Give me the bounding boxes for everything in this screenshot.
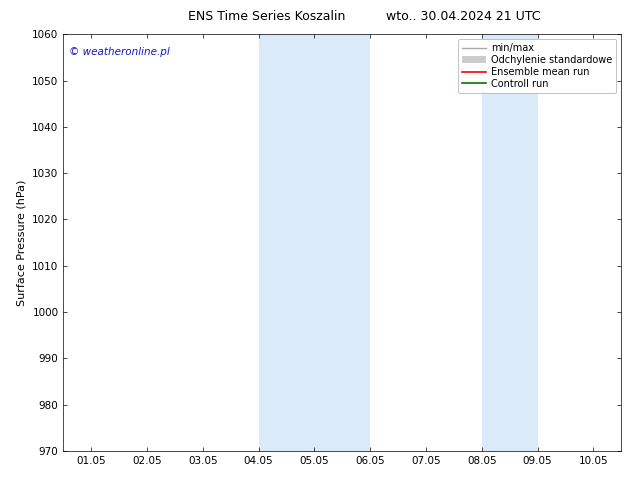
- Bar: [482, 34, 538, 451]
- Text: wto.. 30.04.2024 21 UTC: wto.. 30.04.2024 21 UTC: [385, 10, 540, 23]
- Legend: min/max, Odchylenie standardowe, Ensemble mean run, Controll run: min/max, Odchylenie standardowe, Ensembl…: [458, 39, 616, 93]
- Text: ENS Time Series Koszalin: ENS Time Series Koszalin: [188, 10, 345, 23]
- Y-axis label: Surface Pressure (hPa): Surface Pressure (hPa): [16, 179, 27, 306]
- Text: © weatheronline.pl: © weatheronline.pl: [69, 47, 170, 57]
- Bar: [259, 34, 370, 451]
